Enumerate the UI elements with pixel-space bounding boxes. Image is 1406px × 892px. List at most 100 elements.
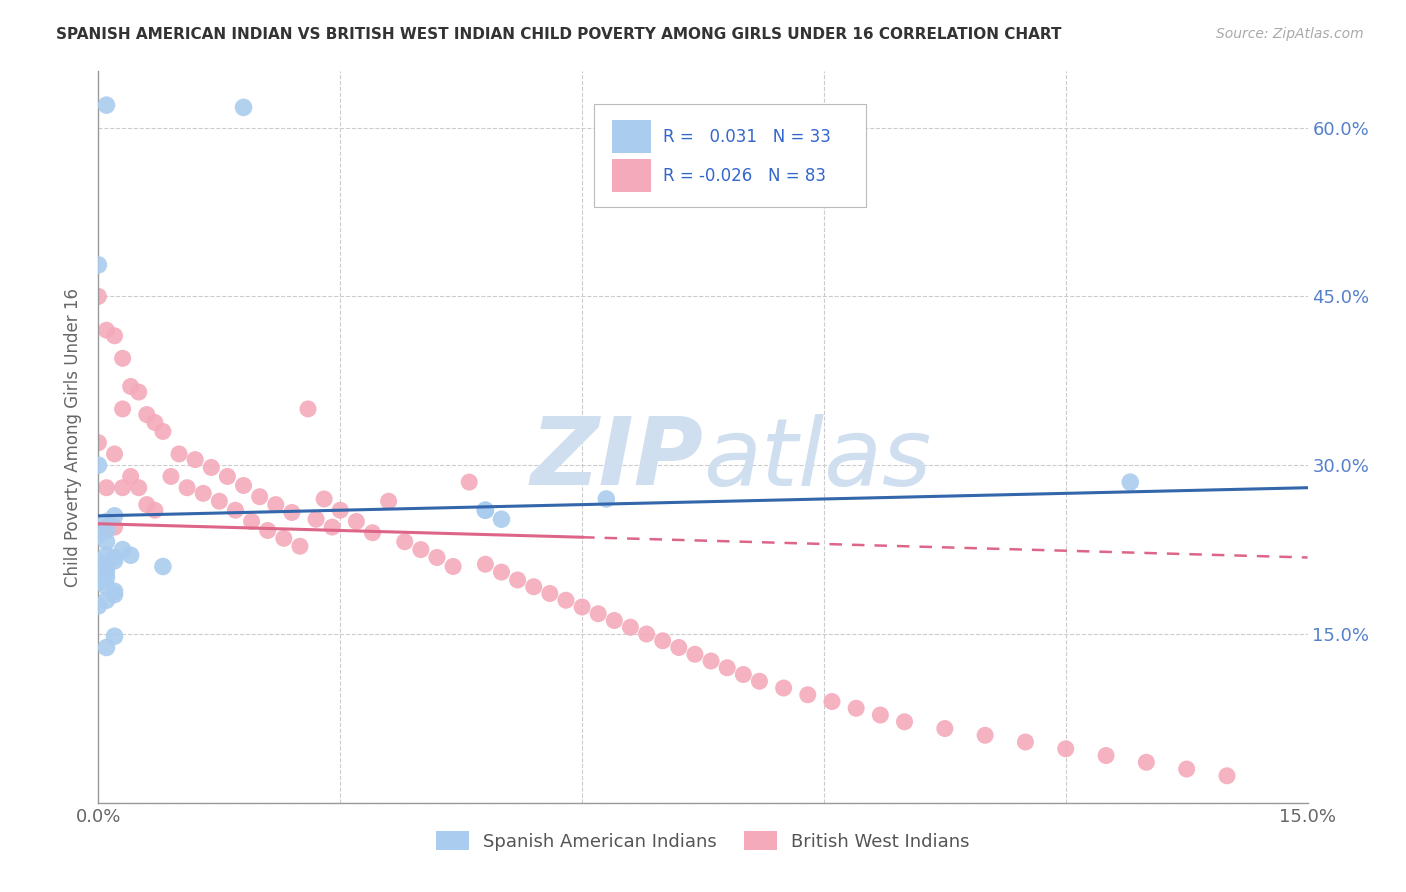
- Point: [96, 548, 118, 562]
- Point: [586, 607, 609, 621]
- Point: [458, 475, 481, 489]
- Point: [474, 503, 496, 517]
- Point: [96, 559, 118, 574]
- Point: [409, 542, 432, 557]
- Point: [143, 503, 166, 517]
- Point: [240, 515, 263, 529]
- Point: [297, 401, 319, 416]
- Point: [128, 385, 150, 400]
- Point: [273, 532, 295, 546]
- Point: [96, 515, 118, 529]
- Point: [96, 559, 118, 574]
- Point: [87, 554, 110, 568]
- Point: [733, 667, 755, 681]
- Point: [1119, 475, 1142, 489]
- Text: R = -0.026   N = 83: R = -0.026 N = 83: [664, 167, 827, 185]
- Point: [845, 701, 868, 715]
- Point: [167, 447, 190, 461]
- Point: [281, 506, 304, 520]
- Point: [974, 728, 997, 742]
- Point: [797, 688, 820, 702]
- Point: [893, 714, 915, 729]
- Point: [394, 534, 416, 549]
- Point: [441, 559, 464, 574]
- Point: [96, 565, 118, 579]
- Point: [595, 491, 617, 506]
- Point: [96, 323, 118, 337]
- Point: [264, 498, 287, 512]
- FancyBboxPatch shape: [595, 104, 866, 207]
- Point: [377, 494, 399, 508]
- Point: [103, 328, 125, 343]
- Point: [1175, 762, 1198, 776]
- Point: [321, 520, 343, 534]
- Point: [128, 481, 150, 495]
- Point: [314, 491, 336, 506]
- Text: atlas: atlas: [703, 414, 931, 505]
- Point: [103, 554, 125, 568]
- Point: [103, 550, 125, 565]
- Point: [193, 486, 215, 500]
- Point: [523, 580, 546, 594]
- Point: [305, 512, 328, 526]
- Point: [120, 469, 142, 483]
- Point: [143, 416, 166, 430]
- Point: [668, 640, 690, 655]
- Point: [224, 503, 246, 517]
- Point: [249, 490, 271, 504]
- Text: Source: ZipAtlas.com: Source: ZipAtlas.com: [1216, 27, 1364, 41]
- Point: [96, 524, 118, 538]
- Point: [603, 614, 626, 628]
- Point: [700, 654, 723, 668]
- Point: [748, 674, 770, 689]
- Point: [103, 520, 125, 534]
- Point: [619, 620, 641, 634]
- Point: [474, 503, 496, 517]
- Point: [869, 708, 891, 723]
- Point: [934, 722, 956, 736]
- Point: [87, 599, 110, 613]
- Point: [87, 258, 110, 272]
- Point: [329, 503, 352, 517]
- Point: [474, 558, 496, 572]
- Point: [96, 481, 118, 495]
- Point: [96, 580, 118, 594]
- Point: [651, 633, 673, 648]
- Point: [176, 481, 198, 495]
- Text: R =   0.031   N = 33: R = 0.031 N = 33: [664, 128, 831, 146]
- Point: [111, 542, 134, 557]
- Point: [344, 515, 367, 529]
- Point: [636, 627, 658, 641]
- Point: [716, 661, 738, 675]
- Point: [135, 408, 157, 422]
- Point: [96, 520, 118, 534]
- Point: [103, 508, 125, 523]
- Point: [96, 571, 118, 585]
- Point: [200, 460, 222, 475]
- Point: [538, 586, 561, 600]
- Point: [232, 100, 254, 114]
- Point: [821, 694, 844, 708]
- Point: [87, 435, 110, 450]
- Point: [1014, 735, 1036, 749]
- Point: [506, 573, 529, 587]
- Point: [87, 575, 110, 590]
- Point: [103, 447, 125, 461]
- Point: [87, 528, 110, 542]
- Point: [103, 629, 125, 643]
- Point: [232, 478, 254, 492]
- Point: [96, 98, 118, 112]
- Point: [111, 481, 134, 495]
- Legend: Spanish American Indians, British West Indians: Spanish American Indians, British West I…: [432, 826, 974, 856]
- Text: ZIP: ZIP: [530, 413, 703, 505]
- Point: [152, 425, 174, 439]
- Point: [152, 559, 174, 574]
- Point: [87, 289, 110, 303]
- Point: [288, 539, 311, 553]
- Point: [1095, 748, 1118, 763]
- Point: [87, 573, 110, 587]
- Point: [120, 548, 142, 562]
- Point: [87, 458, 110, 473]
- Point: [160, 469, 183, 483]
- FancyBboxPatch shape: [613, 120, 651, 153]
